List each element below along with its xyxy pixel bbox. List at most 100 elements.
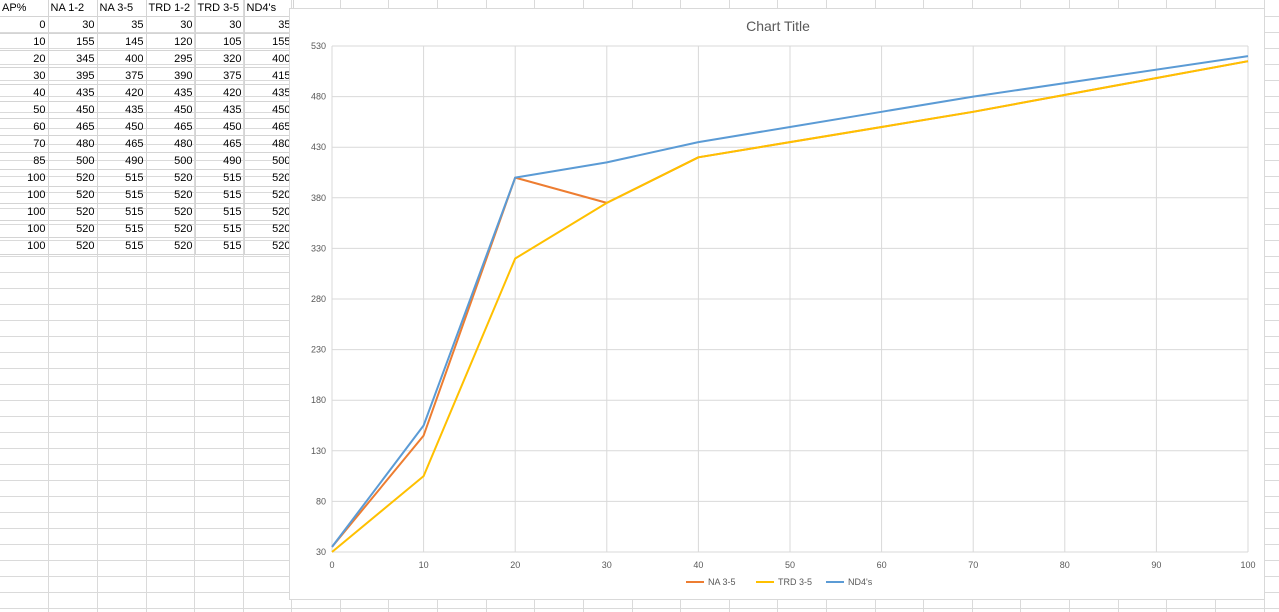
table-cell[interactable]: 450 — [146, 101, 196, 119]
x-tick-label: 80 — [1060, 560, 1070, 570]
table-cell[interactable]: 520 — [244, 237, 294, 255]
table-cell[interactable]: 520 — [244, 169, 294, 187]
header-cell[interactable]: NA 3-5 — [97, 0, 147, 17]
x-tick-label: 50 — [785, 560, 795, 570]
table-cell[interactable]: 415 — [244, 67, 294, 85]
table-cell[interactable]: 50 — [0, 101, 49, 119]
table-cell[interactable]: 20 — [0, 50, 49, 68]
table-cell[interactable]: 515 — [97, 237, 147, 255]
table-cell[interactable]: 145 — [97, 33, 147, 51]
table-cell[interactable]: 420 — [195, 84, 245, 102]
table-cell[interactable]: 100 — [0, 237, 49, 255]
series-line[interactable] — [331, 60, 1249, 553]
table-cell[interactable]: 515 — [195, 220, 245, 238]
table-cell[interactable]: 400 — [97, 50, 147, 68]
table-cell[interactable]: 420 — [97, 84, 147, 102]
table-cell[interactable]: 465 — [195, 135, 245, 153]
table-cell[interactable]: 520 — [244, 186, 294, 204]
x-tick-label: 30 — [602, 560, 612, 570]
table-cell[interactable]: 105 — [195, 33, 245, 51]
table-cell[interactable]: 520 — [146, 186, 196, 204]
table-cell[interactable]: 520 — [146, 169, 196, 187]
table-cell[interactable]: 450 — [244, 101, 294, 119]
table-cell[interactable]: 520 — [48, 169, 98, 187]
table-cell[interactable]: 435 — [146, 84, 196, 102]
table-cell[interactable]: 450 — [97, 118, 147, 136]
table-cell[interactable]: 295 — [146, 50, 196, 68]
table-cell[interactable]: 155 — [48, 33, 98, 51]
table-cell[interactable]: 465 — [146, 118, 196, 136]
table-cell[interactable]: 480 — [146, 135, 196, 153]
table-cell[interactable]: 480 — [48, 135, 98, 153]
table-cell[interactable]: 30 — [146, 16, 196, 34]
table-cell[interactable]: 490 — [195, 152, 245, 170]
header-cell[interactable]: TRD 3-5 — [195, 0, 245, 17]
table-cell[interactable]: 465 — [244, 118, 294, 136]
table-cell[interactable]: 480 — [244, 135, 294, 153]
table-cell[interactable]: 40 — [0, 84, 49, 102]
chart-title[interactable]: Chart Title — [746, 18, 810, 34]
table-cell[interactable]: 500 — [146, 152, 196, 170]
table-cell[interactable]: 30 — [195, 16, 245, 34]
table-cell[interactable]: 100 — [0, 186, 49, 204]
table-cell[interactable]: 345 — [48, 50, 98, 68]
table-cell[interactable]: 60 — [0, 118, 49, 136]
header-cell[interactable]: TRD 1-2 — [146, 0, 196, 17]
table-cell[interactable]: 520 — [146, 237, 196, 255]
table-cell[interactable]: 100 — [0, 220, 49, 238]
table-cell[interactable]: 0 — [0, 16, 49, 34]
table-cell[interactable]: 100 — [0, 203, 49, 221]
legend[interactable]: NA 3-5 TRD 3-5 ND4's — [686, 577, 873, 587]
table-cell[interactable]: 35 — [244, 16, 294, 34]
table-cell[interactable]: 515 — [195, 237, 245, 255]
table-cell[interactable]: 515 — [195, 169, 245, 187]
table-cell[interactable]: 490 — [97, 152, 147, 170]
header-cell[interactable]: ND4's — [244, 0, 294, 17]
table-cell[interactable]: 450 — [48, 101, 98, 119]
table-cell[interactable]: 520 — [48, 237, 98, 255]
header-cell[interactable]: AP% — [0, 0, 49, 17]
table-cell[interactable]: 320 — [195, 50, 245, 68]
table-cell[interactable]: 500 — [244, 152, 294, 170]
table-cell[interactable]: 30 — [0, 67, 49, 85]
header-cell[interactable]: NA 1-2 — [48, 0, 98, 17]
table-cell[interactable]: 515 — [195, 186, 245, 204]
table-cell[interactable]: 515 — [97, 169, 147, 187]
table-cell[interactable]: 100 — [0, 169, 49, 187]
table-cell[interactable]: 520 — [48, 203, 98, 221]
table-cell[interactable]: 450 — [195, 118, 245, 136]
table-cell[interactable]: 435 — [195, 101, 245, 119]
table-cell[interactable]: 375 — [195, 67, 245, 85]
table-cell[interactable]: 515 — [195, 203, 245, 221]
table-cell[interactable]: 500 — [48, 152, 98, 170]
table-cell[interactable]: 435 — [48, 84, 98, 102]
table-cell[interactable]: 520 — [48, 186, 98, 204]
table-cell[interactable]: 520 — [146, 203, 196, 221]
table-cell[interactable]: 390 — [146, 67, 196, 85]
x-tick-label: 0 — [329, 560, 334, 570]
table-cell[interactable]: 120 — [146, 33, 196, 51]
table-cell[interactable]: 465 — [97, 135, 147, 153]
table-cell[interactable]: 520 — [146, 220, 196, 238]
series-line[interactable] — [331, 55, 1249, 548]
table-cell[interactable]: 465 — [48, 118, 98, 136]
chart-object[interactable]: Chart Title 30 80 130 180 230 280 330 380 430 480 5… — [289, 8, 1265, 600]
table-cell[interactable]: 70 — [0, 135, 49, 153]
table-cell[interactable]: 520 — [244, 220, 294, 238]
table-row: 100 520 515 520 515 520 — [0, 169, 294, 187]
table-cell[interactable]: 35 — [97, 16, 147, 34]
table-cell[interactable]: 375 — [97, 67, 147, 85]
table-cell[interactable]: 30 — [48, 16, 98, 34]
table-cell[interactable]: 395 — [48, 67, 98, 85]
table-cell[interactable]: 85 — [0, 152, 49, 170]
table-cell[interactable]: 155 — [244, 33, 294, 51]
table-cell[interactable]: 400 — [244, 50, 294, 68]
table-cell[interactable]: 515 — [97, 220, 147, 238]
table-cell[interactable]: 10 — [0, 33, 49, 51]
table-cell[interactable]: 520 — [244, 203, 294, 221]
table-cell[interactable]: 515 — [97, 203, 147, 221]
table-cell[interactable]: 435 — [244, 84, 294, 102]
table-cell[interactable]: 435 — [97, 101, 147, 119]
table-cell[interactable]: 515 — [97, 186, 147, 204]
table-cell[interactable]: 520 — [48, 220, 98, 238]
